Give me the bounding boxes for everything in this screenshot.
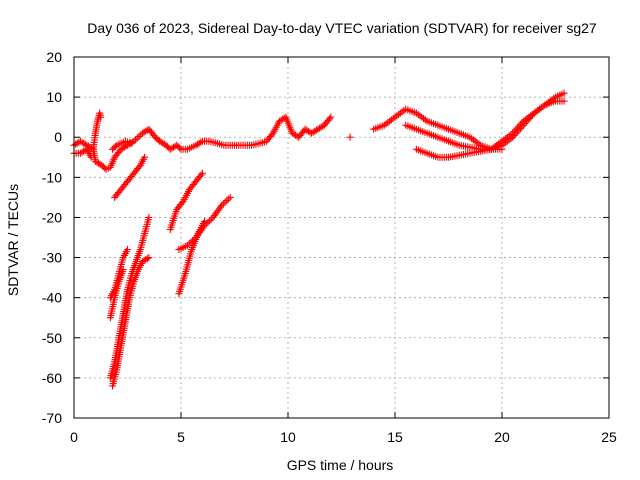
x-tick-label: 15 [387,429,403,445]
data-point [382,120,390,128]
data-point [128,139,136,147]
data-point [119,266,127,274]
data-point [132,136,140,144]
data-point [143,126,151,134]
data-point [135,163,143,171]
data-point [510,127,518,135]
data-point [201,221,209,229]
data-point [493,141,501,149]
data-point [509,129,517,137]
data-point [469,136,477,144]
x-tick-label: 5 [177,429,185,445]
data-point [133,134,141,142]
y-tick-label: -30 [42,250,62,266]
data-point [135,132,143,140]
y-tick-label: -20 [42,209,62,225]
y-axis-label: SDTVAR / TECUs [5,184,21,296]
data-point [145,254,153,262]
data-point [204,218,212,226]
x-tick-label: 0 [70,429,78,445]
data-point [513,124,521,132]
data-point [183,242,191,250]
data-point [386,117,394,125]
data-point [498,137,506,145]
grid-lines [74,57,609,418]
data-point [197,171,205,179]
data-point [221,198,229,206]
data-point [143,255,151,263]
data-point [223,197,231,205]
data-point [421,116,429,124]
data-point [111,143,119,151]
data-point [190,235,198,243]
data-point [503,133,511,141]
data-point [466,133,474,141]
data-points [70,89,568,390]
data-point [505,132,513,140]
data-point [197,138,205,146]
data-point [293,132,301,140]
data-point [560,89,568,97]
data-point [518,119,526,127]
x-tick-label: 10 [280,429,296,445]
data-point [395,110,403,118]
data-point [199,223,207,231]
data-point [145,213,153,221]
data-point [398,108,406,116]
data-point [389,115,397,123]
data-point [225,195,233,203]
data-point [189,237,197,245]
y-tick-label: -10 [42,169,62,185]
y-axis-ticks: -70 -60 -50 -40 -30 -20 -10 0 10 20 [42,49,609,426]
data-point [418,113,426,121]
data-point [416,112,424,120]
data-point [97,113,105,121]
y-tick-label: -70 [42,410,62,426]
data-point [396,109,404,117]
y-tick-label: 20 [46,49,62,65]
chart-title: Day 036 of 2023, Sidereal Day-to-day VTE… [87,20,597,36]
data-point [178,199,186,207]
x-tick-label: 25 [601,429,617,445]
data-point [207,215,215,223]
y-tick-label: -50 [42,330,62,346]
data-point [185,240,193,248]
data-point [226,193,234,201]
x-tick-label: 20 [494,429,510,445]
data-point [187,238,195,246]
data-point [384,119,392,127]
y-tick-label: 10 [46,89,62,105]
data-point [515,122,523,130]
data-point [141,153,149,161]
data-point [216,203,224,211]
data-point [268,131,276,139]
data-point [512,126,520,134]
data-point [496,139,504,147]
data-point [412,109,420,117]
data-point [219,200,227,208]
plot-frame [73,56,610,419]
data-point [326,115,334,123]
data-point [346,133,354,141]
y-tick-label: 0 [54,129,62,145]
data-point [471,137,479,145]
y-tick-label: -60 [42,370,62,386]
data-point [498,145,506,153]
y-tick-label: -40 [42,290,62,306]
data-point [124,246,131,254]
data-point [176,144,184,152]
data-point [218,201,226,209]
data-point [206,217,214,225]
data-point [560,97,568,105]
data-point [87,153,95,161]
x-axis-label: GPS time / hours [287,457,394,473]
data-point [502,135,510,143]
data-point [198,169,206,177]
data-point [391,113,399,121]
data-point [327,113,335,121]
data-point [516,121,524,129]
data-point [202,220,210,228]
